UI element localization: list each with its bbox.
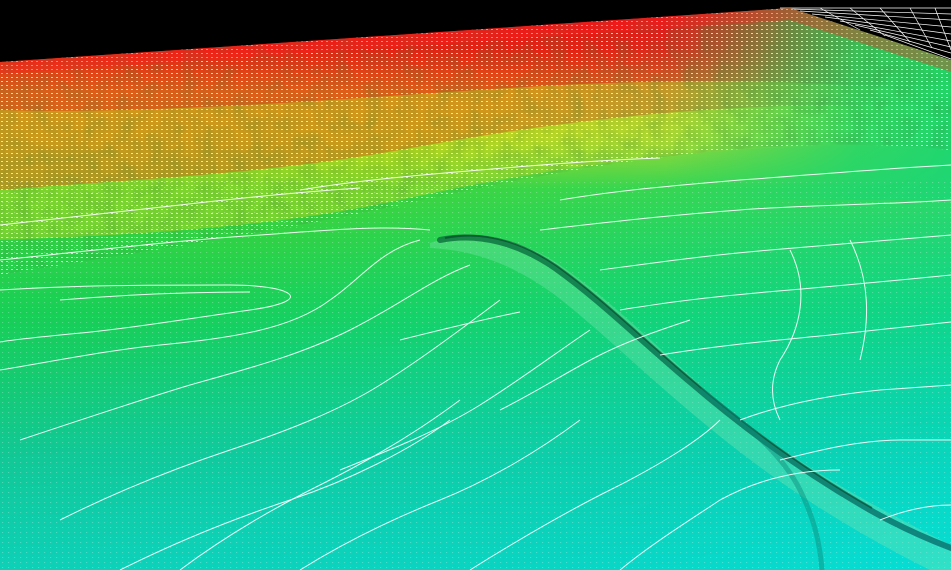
channel — [430, 234, 951, 570]
wireframe-edge — [780, 7, 951, 60]
contour-lines — [0, 157, 951, 570]
